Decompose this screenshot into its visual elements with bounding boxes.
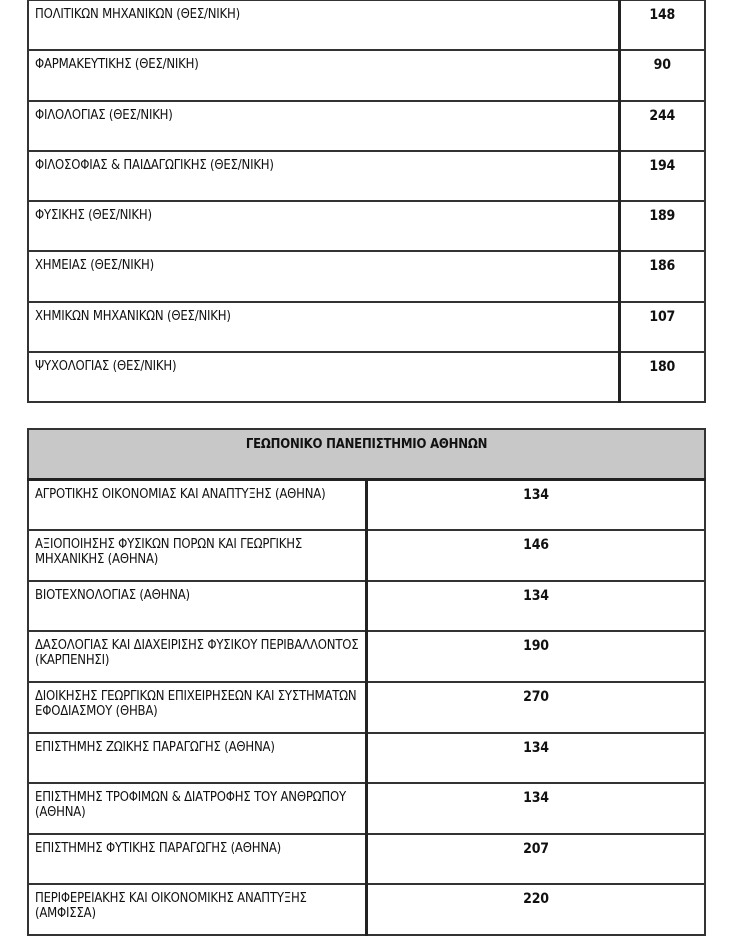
department-value: 134: [365, 731, 706, 785]
table-row: ΕΠΙΣΤΗΜΗΣ ΤΡΟΦΙΜΩΝ & ΔΙΑΤΡΟΦΗΣ ΤΟΥ ΑΝΘΡΩ…: [27, 782, 706, 835]
table-row: ΕΠΙΣΤΗΜΗΣ ΦΥΤΙΚΗΣ ΠΑΡΑΓΩΓΗΣ (ΑΘΗΝΑ) 207: [27, 832, 706, 886]
table-row: ΠΟΛΙΤΙΚΩΝ ΜΗΧΑΝΙΚΩΝ (ΘΕΣ/ΝΙΚΗ) 148: [27, 0, 706, 52]
department-name: ΧΗΜΕΙΑΣ (ΘΕΣ/ΝΙΚΗ): [27, 250, 620, 303]
department-value: 107: [617, 300, 706, 354]
department-name: ΕΠΙΣΤΗΜΗΣ ΤΡΟΦΙΜΩΝ & ΔΙΑΤΡΟΦΗΣ ΤΟΥ ΑΝΘΡΩ…: [27, 782, 368, 835]
department-value: 134: [365, 579, 706, 633]
departments-table-agricultural-university: ΓΕΩΠΟΝΙΚΟ ΠΑΝΕΠΙΣΤΗΜΙΟ ΑΘΗΝΩΝ ΑΓΡΟΤΙΚΗΣ …: [27, 428, 706, 936]
section-header-row: ΓΕΩΠΟΝΙΚΟ ΠΑΝΕΠΙΣΤΗΜΙΟ ΑΘΗΝΩΝ: [27, 428, 706, 482]
department-value: 194: [617, 149, 706, 203]
department-value: 134: [365, 782, 706, 835]
table-row: ΧΗΜΕΙΑΣ (ΘΕΣ/ΝΙΚΗ) 186: [27, 250, 706, 303]
department-name: ΦΥΣΙΚΗΣ (ΘΕΣ/ΝΙΚΗ): [27, 200, 620, 253]
table-row: ΔΑΣΟΛΟΓΙΑΣ ΚΑΙ ΔΙΑΧΕΙΡΙΣΗΣ ΦΥΣΙΚΟΥ ΠΕΡΙΒ…: [27, 630, 706, 683]
department-name: ΑΞΙΟΠΟΙΗΣΗΣ ΦΥΣΙΚΩΝ ΠΟΡΩΝ ΚΑΙ ΓΕΩΡΓΙΚΗΣ …: [27, 529, 368, 582]
table-row: ΨΥΧΟΛΟΓΙΑΣ (ΘΕΣ/ΝΙΚΗ) 180: [27, 351, 706, 404]
department-name: ΕΠΙΣΤΗΜΗΣ ΦΥΤΙΚΗΣ ΠΑΡΑΓΩΓΗΣ (ΑΘΗΝΑ): [27, 832, 368, 886]
table-row: ΦΥΣΙΚΗΣ (ΘΕΣ/ΝΙΚΗ) 189: [27, 200, 706, 253]
table-row: ΦΑΡΜΑΚΕΥΤΙΚΗΣ (ΘΕΣ/ΝΙΚΗ) 90: [27, 49, 706, 102]
table-row: ΠΕΡΙΦΕΡΕΙΑΚΗΣ ΚΑΙ ΟΙΚΟΝΟΜΙΚΗΣ ΑΝΑΠΤΥΞΗΣ …: [27, 883, 706, 936]
department-name: ΦΑΡΜΑΚΕΥΤΙΚΗΣ (ΘΕΣ/ΝΙΚΗ): [27, 49, 620, 102]
department-value: 190: [365, 630, 706, 683]
department-value: 180: [617, 351, 706, 404]
department-name: ΠΕΡΙΦΕΡΕΙΑΚΗΣ ΚΑΙ ΟΙΚΟΝΟΜΙΚΗΣ ΑΝΑΠΤΥΞΗΣ …: [27, 883, 368, 936]
department-value: 186: [617, 250, 706, 303]
department-value: 244: [617, 99, 706, 152]
department-value: 220: [365, 883, 706, 936]
department-name: ΧΗΜΙΚΩΝ ΜΗΧΑΝΙΚΩΝ (ΘΕΣ/ΝΙΚΗ): [27, 300, 620, 354]
department-name: ΦΙΛΟΛΟΓΙΑΣ (ΘΕΣ/ΝΙΚΗ): [27, 99, 620, 152]
table-row: ΦΙΛΟΣΟΦΙΑΣ & ΠΑΙΔΑΓΩΓΙΚΗΣ (ΘΕΣ/ΝΙΚΗ) 194: [27, 149, 706, 203]
table-row: ΑΞΙΟΠΟΙΗΣΗΣ ΦΥΣΙΚΩΝ ΠΟΡΩΝ ΚΑΙ ΓΕΩΡΓΙΚΗΣ …: [27, 529, 706, 582]
table-row: ΑΓΡΟΤΙΚΗΣ ΟΙΚΟΝΟΜΙΑΣ ΚΑΙ ΑΝΑΠΤΥΞΗΣ (ΑΘΗΝ…: [27, 478, 706, 532]
department-name: ΦΙΛΟΣΟΦΙΑΣ & ΠΑΙΔΑΓΩΓΙΚΗΣ (ΘΕΣ/ΝΙΚΗ): [27, 149, 620, 203]
department-name: ΒΙΟΤΕΧΝΟΛΟΓΙΑΣ (ΑΘΗΝΑ): [27, 579, 368, 633]
department-name: ΨΥΧΟΛΟΓΙΑΣ (ΘΕΣ/ΝΙΚΗ): [27, 351, 620, 404]
department-name: ΠΟΛΙΤΙΚΩΝ ΜΗΧΑΝΙΚΩΝ (ΘΕΣ/ΝΙΚΗ): [27, 0, 620, 52]
department-value: 207: [365, 832, 706, 886]
table-row: ΦΙΛΟΛΟΓΙΑΣ (ΘΕΣ/ΝΙΚΗ) 244: [27, 99, 706, 152]
table-row: ΕΠΙΣΤΗΜΗΣ ΖΩΙΚΗΣ ΠΑΡΑΓΩΓΗΣ (ΑΘΗΝΑ) 134: [27, 731, 706, 785]
department-value: 146: [365, 529, 706, 582]
department-value: 90: [617, 49, 706, 102]
department-value: 270: [365, 680, 706, 734]
table-row: ΧΗΜΙΚΩΝ ΜΗΧΑΝΙΚΩΝ (ΘΕΣ/ΝΙΚΗ) 107: [27, 300, 706, 354]
department-name: ΔΙΟΙΚΗΣΗΣ ΓΕΩΡΓΙΚΩΝ ΕΠΙΧΕΙΡΗΣΕΩΝ ΚΑΙ ΣΥΣ…: [27, 680, 368, 734]
section-title: ΓΕΩΠΟΝΙΚΟ ΠΑΝΕΠΙΣΤΗΜΙΟ ΑΘΗΝΩΝ: [27, 428, 706, 482]
table-row: ΒΙΟΤΕΧΝΟΛΟΓΙΑΣ (ΑΘΗΝΑ) 134: [27, 579, 706, 633]
department-value: 189: [617, 200, 706, 253]
department-value: 134: [365, 478, 706, 532]
department-value: 148: [617, 0, 706, 52]
department-name: ΑΓΡΟΤΙΚΗΣ ΟΙΚΟΝΟΜΙΑΣ ΚΑΙ ΑΝΑΠΤΥΞΗΣ (ΑΘΗΝ…: [27, 478, 368, 532]
table-row: ΔΙΟΙΚΗΣΗΣ ΓΕΩΡΓΙΚΩΝ ΕΠΙΧΕΙΡΗΣΕΩΝ ΚΑΙ ΣΥΣ…: [27, 680, 706, 734]
department-name: ΕΠΙΣΤΗΜΗΣ ΖΩΙΚΗΣ ΠΑΡΑΓΩΓΗΣ (ΑΘΗΝΑ): [27, 731, 368, 785]
departments-table-1: ΠΟΛΙΤΙΚΩΝ ΜΗΧΑΝΙΚΩΝ (ΘΕΣ/ΝΙΚΗ) 148 ΦΑΡΜΑΚΕ…: [27, 0, 706, 404]
department-name: ΔΑΣΟΛΟΓΙΑΣ ΚΑΙ ΔΙΑΧΕΙΡΙΣΗΣ ΦΥΣΙΚΟΥ ΠΕΡΙΒ…: [27, 630, 368, 683]
